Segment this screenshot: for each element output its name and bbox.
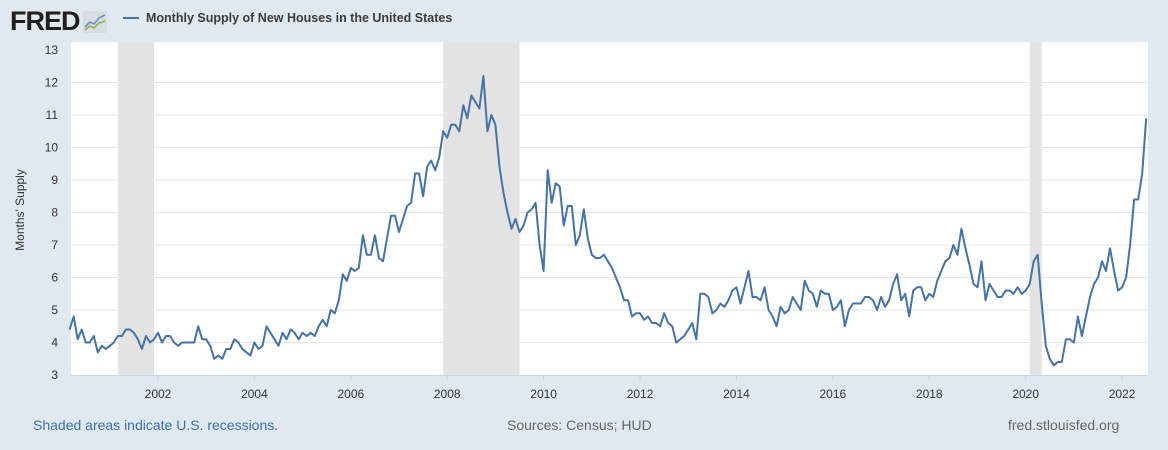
- chart-logo-icon: [82, 10, 107, 33]
- chart: 3 4 5 6 7 8 9 10 11 12 13 2002 2004 2006 2008 2010 2012…: [13, 42, 1148, 401]
- series-line: [68, 75, 1148, 367]
- y-tick-label: 5: [51, 303, 58, 317]
- x-tick-label: 2014: [723, 387, 750, 401]
- x-tick-label: 2012: [627, 387, 654, 401]
- y-axis-ticks: 3 4 5 6 7 8 9 10 11 12 13: [45, 43, 59, 382]
- legend-label: Monthly Supply of New Houses in the Unit…: [146, 11, 453, 25]
- x-axis-ticks: 2002 2004 2006 2008 2010 2012 2014 2016 2018 2020…: [145, 375, 1136, 401]
- legend-swatch: [123, 17, 139, 19]
- y-tick-label: 11: [46, 108, 59, 122]
- y-tick-label: 3: [51, 368, 58, 382]
- site-link[interactable]: fred.stlouisfed.org: [1008, 417, 1120, 433]
- y-tick-label: 9: [51, 173, 58, 187]
- recession-band: [1029, 42, 1042, 375]
- x-tick-label: 2016: [820, 387, 847, 401]
- plot-area: [71, 42, 1148, 375]
- recession-band: [117, 42, 154, 375]
- x-tick-label: 2020: [1012, 387, 1039, 401]
- x-tick-label: 2002: [145, 387, 172, 401]
- logo-text: FRED: [10, 6, 80, 36]
- gridlines: [71, 82, 1148, 376]
- y-tick-label: 7: [51, 238, 58, 252]
- x-tick-label: 2022: [1109, 387, 1136, 401]
- x-tick-label: 2008: [434, 387, 461, 401]
- y-tick-label: 6: [51, 271, 58, 285]
- fred-logo[interactable]: FRED: [10, 6, 107, 37]
- x-tick-label: 2010: [530, 387, 557, 401]
- legend: Monthly Supply of New Houses in the Unit…: [123, 11, 452, 25]
- x-tick-label: 2018: [916, 387, 943, 401]
- recession-note-link[interactable]: Shaded areas indicate U.S. recessions.: [33, 417, 279, 433]
- y-axis-label: Months' Supply: [13, 169, 27, 251]
- x-tick-label: 2004: [241, 387, 268, 401]
- y-tick-label: 8: [51, 206, 58, 220]
- x-tick-label: 2006: [337, 387, 364, 401]
- y-tick-label: 13: [45, 43, 59, 57]
- y-tick-label: 12: [45, 76, 59, 90]
- y-tick-label: 10: [45, 141, 59, 155]
- y-tick-label: 4: [51, 336, 58, 350]
- sources-text: Sources: Census; HUD: [507, 417, 652, 433]
